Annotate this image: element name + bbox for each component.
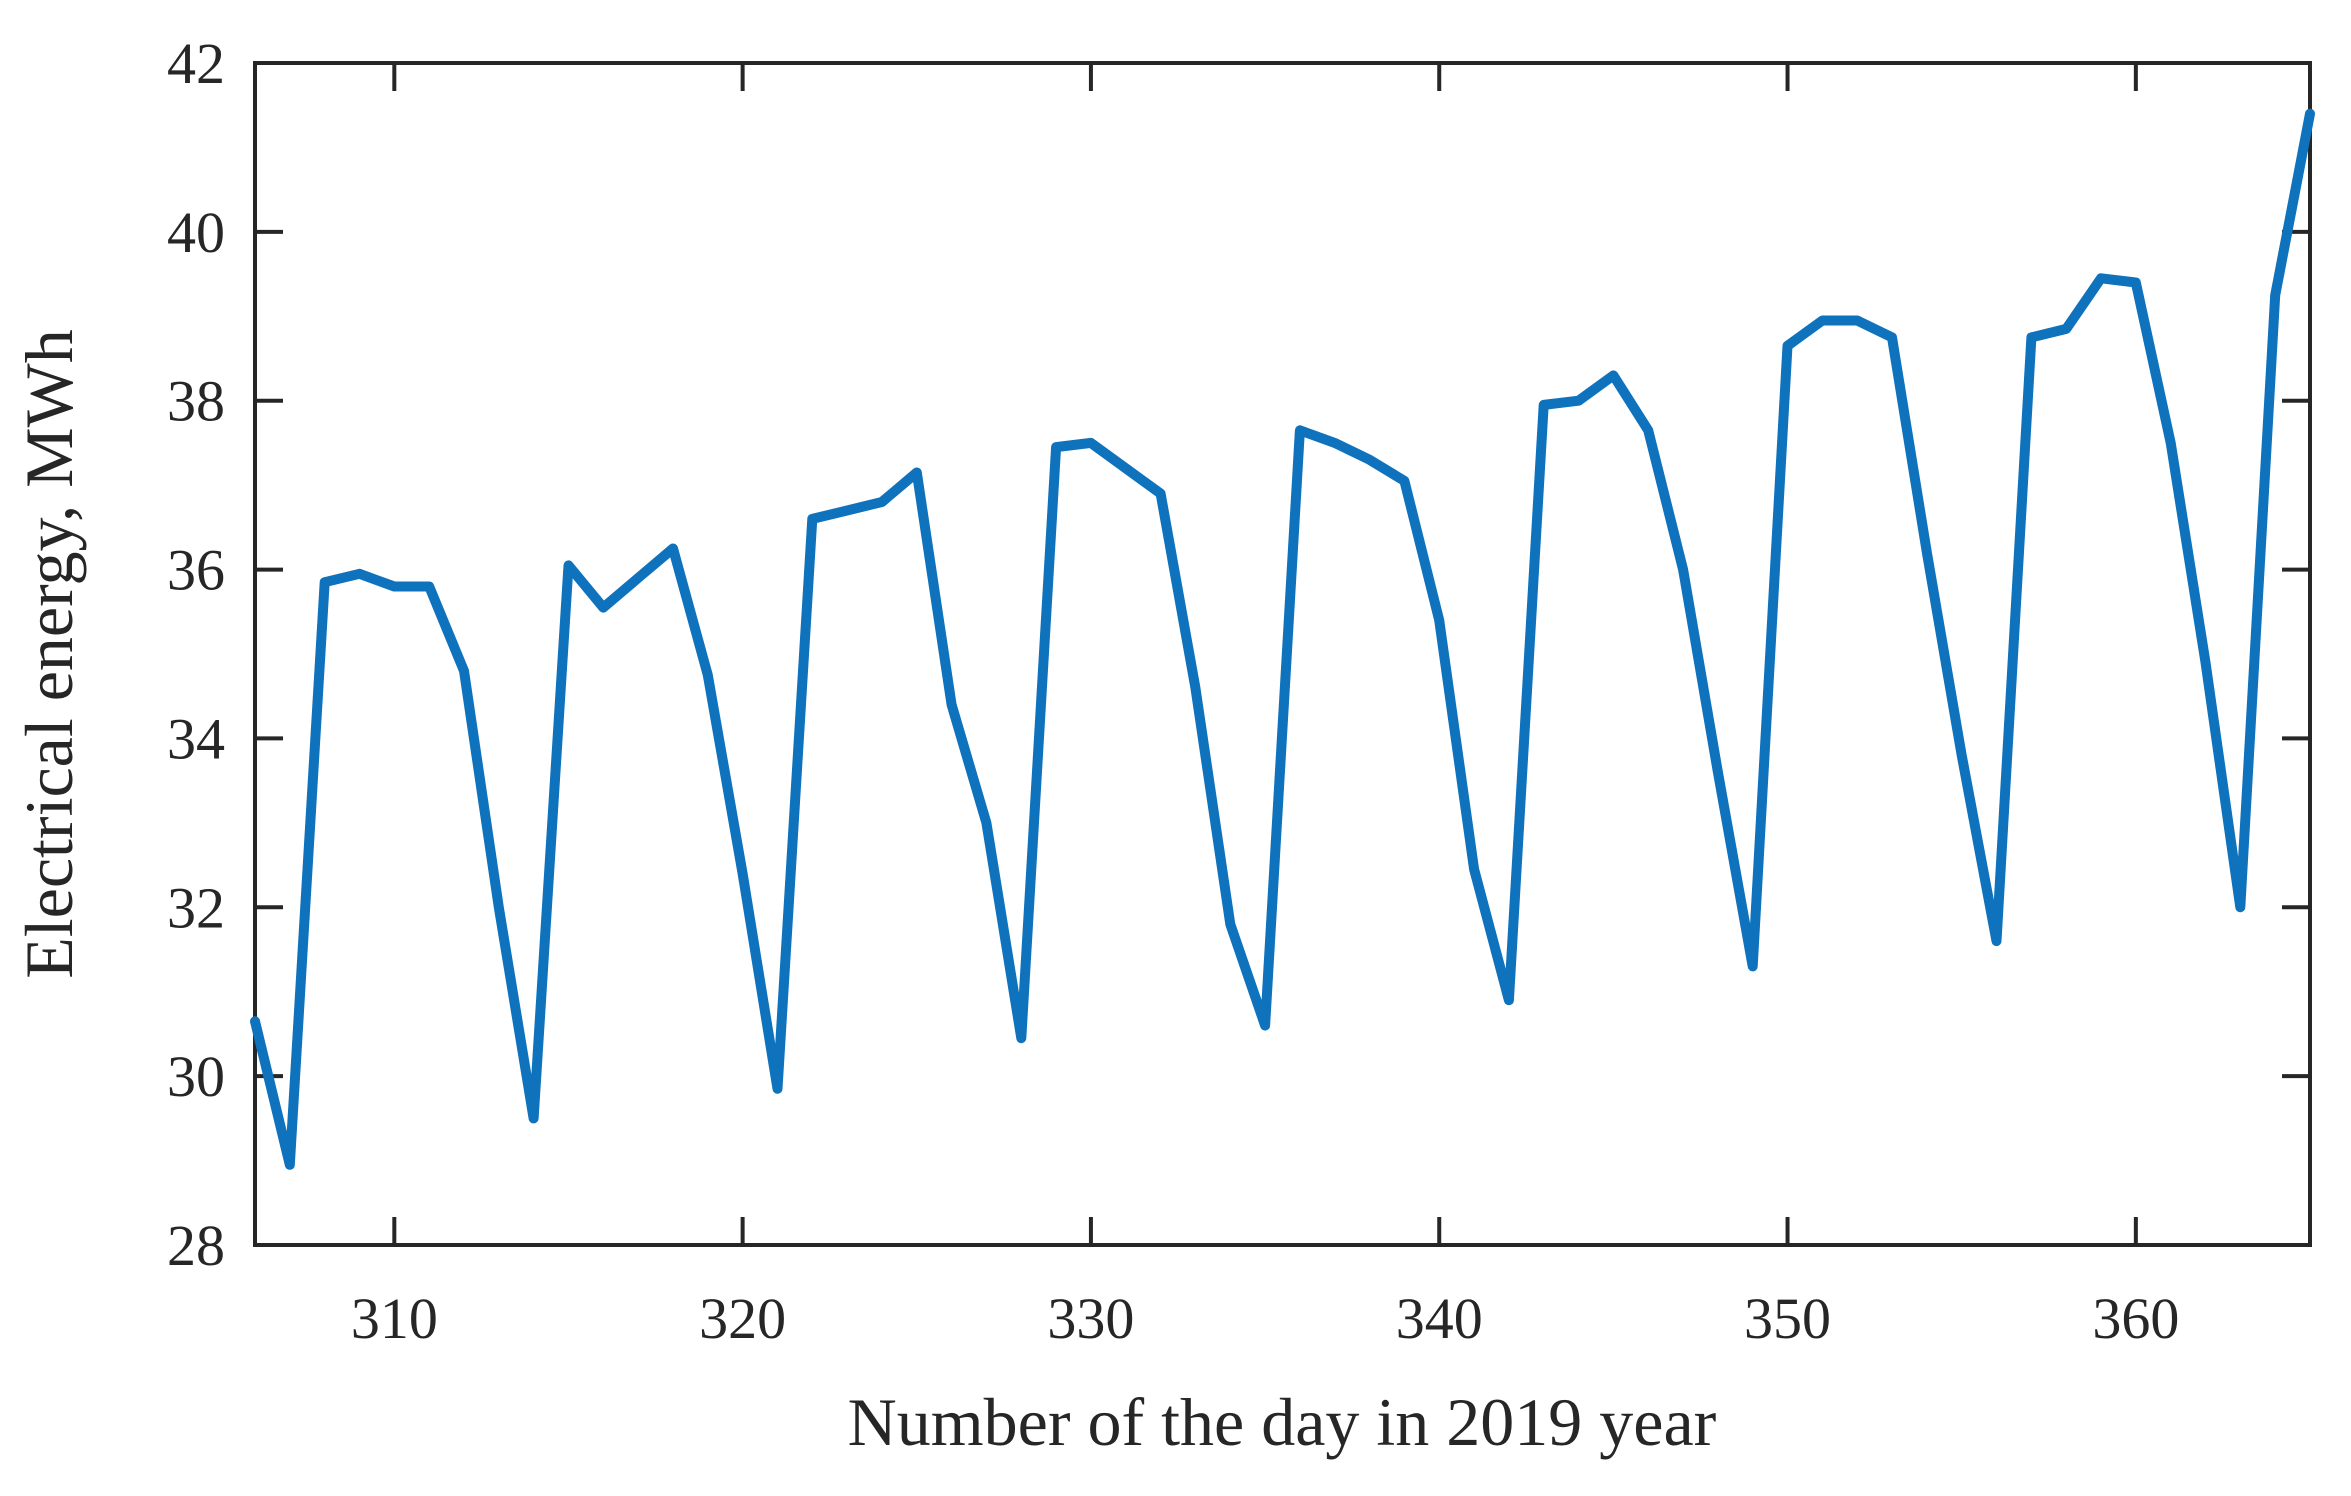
data-series-line [250, 108, 2315, 1170]
x-tick-label: 310 [351, 1286, 438, 1351]
y-tick-label: 32 [167, 875, 225, 940]
y-tick-label: 42 [167, 31, 225, 96]
x-tick-label: 320 [699, 1286, 786, 1351]
x-tick-label: 330 [1047, 1286, 1134, 1351]
x-tick-label: 340 [1396, 1286, 1483, 1351]
x-tick-label: 360 [2092, 1286, 2179, 1351]
x-axis-title: Number of the day in 2019 year [848, 1384, 1717, 1460]
y-tick-label: 36 [167, 538, 225, 603]
axis-box [253, 61, 2312, 1247]
y-tick-label: 30 [167, 1044, 225, 1109]
x-tick-label: 350 [1744, 1286, 1831, 1351]
y-tick-label: 28 [167, 1213, 225, 1278]
y-tick-label: 34 [167, 706, 225, 771]
y-axis-title: Electrical energy, MWh [11, 329, 87, 979]
y-tick-label: 40 [167, 200, 225, 265]
y-tick-label: 38 [167, 369, 225, 434]
plot-area: 310 320 330 340 350 360 28 30 32 34 36 38 40 42 [167, 31, 2315, 1351]
